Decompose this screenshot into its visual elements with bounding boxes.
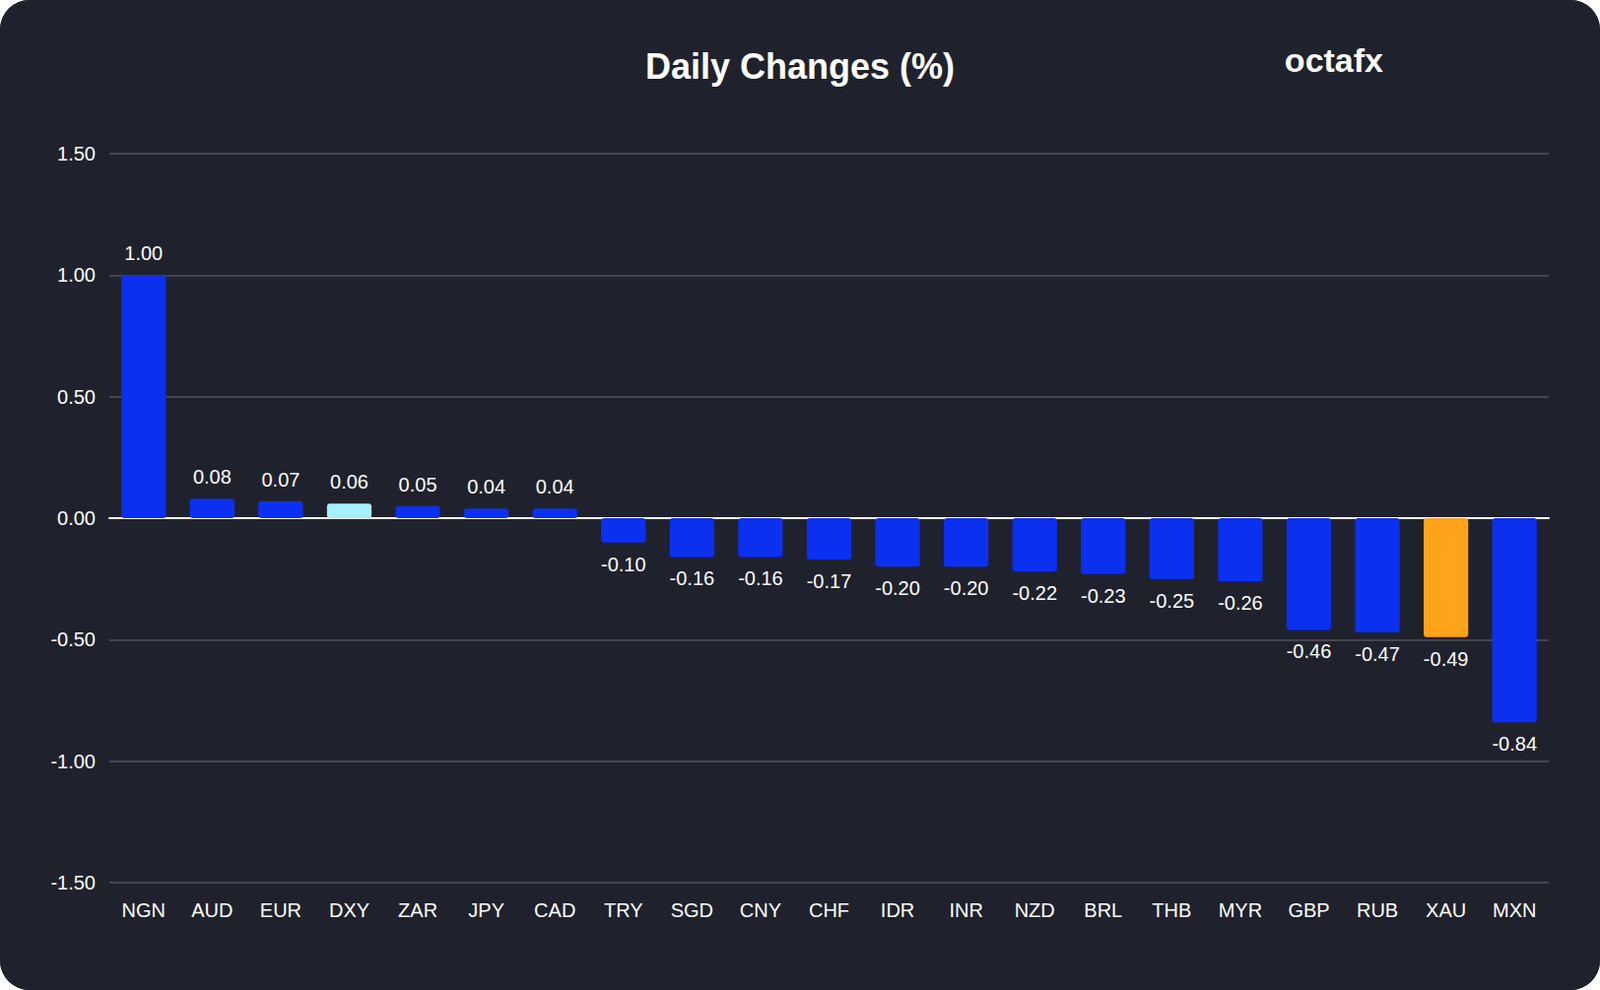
svg-text:-0.17: -0.17	[806, 570, 853, 593]
svg-text:NGN: NGN	[122, 899, 166, 922]
svg-text:-0.20: -0.20	[943, 577, 990, 600]
svg-text:NZD: NZD	[1014, 899, 1056, 922]
svg-text:octafx: octafx	[1284, 41, 1384, 79]
svg-text:-1.00: -1.00	[50, 750, 96, 773]
svg-text:Daily Changes (%): Daily Changes (%)	[645, 46, 955, 87]
svg-text:-0.50: -0.50	[50, 628, 96, 651]
svg-text:CHF: CHF	[808, 899, 850, 922]
svg-text:-0.47: -0.47	[1354, 643, 1400, 666]
svg-text:INR: INR	[948, 899, 983, 922]
svg-text:0.04: 0.04	[535, 475, 575, 498]
svg-text:0.04: 0.04	[466, 475, 506, 498]
svg-text:-1.50: -1.50	[50, 871, 96, 894]
svg-text:-0.23: -0.23	[1080, 585, 1127, 607]
svg-text:EUR: EUR	[260, 899, 302, 922]
svg-text:0.08: 0.08	[193, 466, 232, 488]
svg-text:TRY: TRY	[603, 899, 644, 922]
svg-text:0.07: 0.07	[261, 468, 300, 491]
svg-text:THB: THB	[1151, 899, 1192, 922]
svg-text:1.00: 1.00	[57, 264, 96, 286]
svg-text:MXN: MXN	[1492, 899, 1536, 922]
svg-text:-0.25: -0.25	[1149, 590, 1196, 612]
svg-text:-0.22: -0.22	[1011, 582, 1058, 604]
svg-text:GBP: GBP	[1287, 899, 1330, 922]
svg-text:-0.20: -0.20	[874, 577, 921, 600]
svg-text:0.50: 0.50	[57, 386, 96, 408]
svg-text:-0.49: -0.49	[1423, 648, 1469, 670]
svg-text:JPY: JPY	[467, 899, 505, 922]
svg-text:-0.16: -0.16	[669, 567, 716, 590]
svg-text:-0.84: -0.84	[1491, 733, 1537, 755]
svg-text:SGD: SGD	[670, 899, 714, 922]
svg-text:RUB: RUB	[1356, 899, 1399, 922]
svg-text:CAD: CAD	[533, 899, 576, 922]
svg-text:BRL: BRL	[1083, 899, 1123, 922]
svg-text:1.00: 1.00	[124, 242, 163, 265]
svg-text:IDR: IDR	[880, 899, 915, 922]
svg-text:MYR: MYR	[1218, 899, 1263, 922]
svg-text:0.05: 0.05	[399, 473, 438, 496]
svg-text:-0.26: -0.26	[1217, 592, 1264, 614]
svg-text:DXY: DXY	[329, 899, 370, 922]
svg-text:CNY: CNY	[739, 899, 782, 922]
svg-text:XAU: XAU	[1425, 899, 1467, 922]
svg-text:-0.46: -0.46	[1286, 640, 1333, 663]
svg-text:-0.16: -0.16	[737, 567, 784, 590]
svg-text:-0.10: -0.10	[600, 553, 647, 576]
svg-text:ZAR: ZAR	[398, 899, 438, 922]
svg-text:1.50: 1.50	[57, 142, 96, 165]
svg-text:0.00: 0.00	[57, 507, 96, 530]
svg-text:0.06: 0.06	[330, 470, 369, 493]
svg-text:AUD: AUD	[191, 899, 233, 922]
